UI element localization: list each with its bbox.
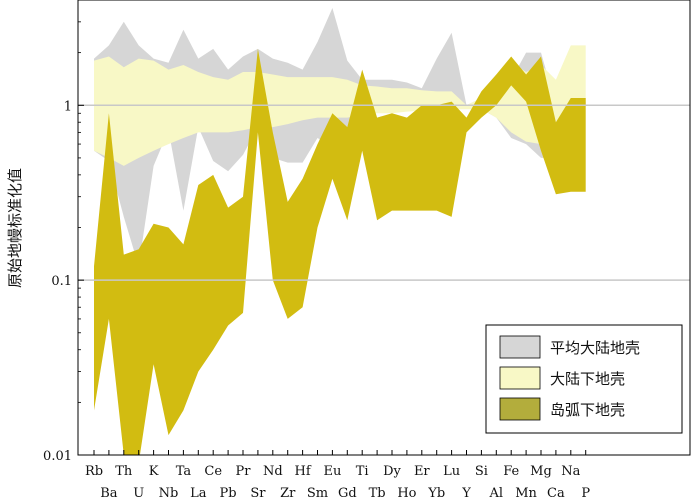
x-tick-label: La: [190, 486, 207, 500]
x-tick-label: Yb: [427, 486, 445, 500]
legend-label-island-arc-lower-crust: 岛弧下地壳: [550, 401, 625, 419]
x-tick-label: Ba: [100, 486, 118, 500]
x-tick-label: Al: [489, 486, 504, 500]
x-tick-label: Pb: [220, 486, 237, 500]
y-tick-label: 1: [64, 99, 72, 114]
legend: 平均大陆地壳 大陆下地壳 岛弧下地壳: [485, 324, 683, 434]
x-tick-label: Pr: [236, 464, 252, 479]
x-tick-label: Eu: [323, 464, 341, 479]
legend-label-lower-continental-crust: 大陆下地壳: [550, 370, 625, 388]
x-tick-label: Ca: [547, 486, 565, 500]
x-tick-label: Lu: [443, 464, 460, 479]
x-tick-label: Mn: [515, 486, 537, 500]
y-tick-label: 0.01: [43, 449, 72, 464]
x-tick-label: Sm: [307, 486, 328, 500]
series-area-2: [94, 48, 586, 455]
x-tick-label: Nb: [159, 486, 179, 500]
x-tick-label: Y: [461, 486, 471, 500]
x-tick-label: Er: [414, 464, 430, 479]
x-tick-label: Ti: [356, 464, 369, 479]
x-tick-label: Sr: [250, 486, 266, 500]
x-tick-label: Ho: [397, 486, 416, 500]
x-tick-label: Zr: [280, 486, 296, 500]
x-tick-label: Mg: [530, 464, 552, 479]
x-tick-label: Si: [475, 464, 488, 479]
y-axis: 0.01 0.1 1: [43, 0, 84, 464]
x-tick-label: Th: [115, 464, 133, 479]
x-tick-label: Tb: [369, 486, 386, 500]
legend-swatch-continental-crust: [499, 335, 541, 359]
y-axis-label: 原始地幔标准化值: [6, 168, 24, 288]
x-tick-label: Hf: [295, 464, 312, 479]
x-tick-label: Na: [561, 464, 580, 479]
x-tick-label: P: [581, 486, 590, 500]
x-tick-label: Dy: [383, 464, 401, 479]
x-tick-label: U: [133, 486, 144, 500]
x-tick-label: Gd: [338, 486, 357, 500]
x-tick-label: Nd: [263, 464, 283, 479]
x-tick-label: Ce: [204, 464, 222, 479]
grid-lines: [78, 104, 690, 281]
legend-swatch-island-arc-lower-crust: [499, 397, 541, 421]
x-tick-label: Rb: [85, 464, 103, 479]
y-tick-label: 0.1: [51, 274, 72, 289]
legend-label-continental-crust: 平均大陆地壳: [550, 339, 640, 357]
legend-swatch-lower-continental-crust: [499, 366, 541, 390]
x-tick-label: Ta: [176, 464, 192, 479]
x-tick-label: Fe: [503, 464, 519, 479]
x-tick-label: K: [149, 464, 159, 479]
